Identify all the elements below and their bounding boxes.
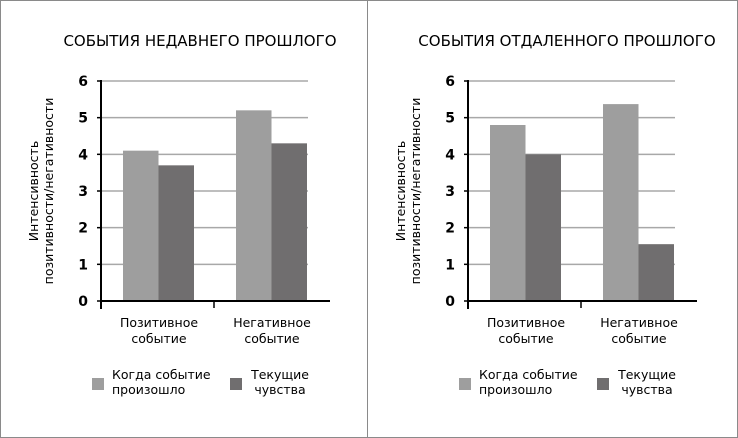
legend-swatch	[459, 378, 471, 390]
bar-when-positive	[123, 150, 159, 301]
y-tick-label: 0	[445, 294, 455, 310]
x-tick-label: Негативное	[600, 315, 678, 330]
x-tick-label: Позитивное	[120, 315, 198, 330]
y-axis-label-line: позитивности/негативности	[408, 98, 423, 285]
y-tick-label: 6	[78, 74, 88, 90]
legend-swatch	[92, 378, 104, 390]
x-tick-label: событие	[131, 331, 187, 346]
legend-label: Когда событие	[479, 367, 578, 382]
bar-when-positive	[490, 125, 526, 301]
y-tick-label: 1	[445, 257, 455, 273]
y-axis-label-line: позитивности/негативности	[41, 98, 56, 285]
y-tick-label: 4	[445, 147, 455, 163]
y-tick-label: 3	[78, 184, 88, 200]
y-tick-label: 5	[445, 111, 455, 127]
bar-current-negative	[271, 143, 307, 301]
bar-when-negative	[603, 104, 639, 301]
chart-title: СОБЫТИЯ ОТДАЛЕННОГО ПРОШЛОГО	[418, 32, 715, 50]
y-tick-label: 5	[78, 111, 88, 127]
y-tick-label: 4	[78, 147, 88, 163]
y-axis-label-line: Интенсивность	[393, 141, 408, 241]
y-tick-label: 2	[78, 221, 88, 237]
x-tick-label: Позитивное	[487, 315, 565, 330]
legend-label: Текущие	[617, 367, 676, 382]
panel-divider	[367, 0, 368, 438]
x-tick-label: событие	[244, 331, 300, 346]
x-tick-label: событие	[611, 331, 667, 346]
bar-current-positive	[525, 154, 561, 301]
x-tick-label: Негативное	[233, 315, 311, 330]
legend-label: произошло	[112, 382, 185, 397]
x-tick-label: событие	[498, 331, 554, 346]
bar-current-negative	[638, 244, 674, 301]
legend-label: чувства	[621, 382, 672, 397]
legend-label: чувства	[254, 382, 305, 397]
y-axis-label: Интенсивностьпозитивности/негативности	[393, 98, 423, 285]
legend-swatch	[230, 378, 242, 390]
legend-label: Когда событие	[112, 367, 211, 382]
y-tick-label: 6	[445, 74, 455, 90]
bar-when-negative	[236, 110, 272, 301]
y-tick-label: 2	[445, 221, 455, 237]
y-tick-label: 1	[78, 257, 88, 273]
y-tick-label: 3	[445, 184, 455, 200]
chart-title: СОБЫТИЯ НЕДАВНЕГО ПРОШЛОГО	[63, 32, 336, 50]
bar-current-positive	[158, 165, 194, 301]
y-axis-label: Интенсивностьпозитивности/негативности	[26, 98, 56, 285]
legend-label: произошло	[479, 382, 552, 397]
legend-label: Текущие	[250, 367, 309, 382]
y-axis-label-line: Интенсивность	[26, 141, 41, 241]
y-tick-label: 0	[78, 294, 88, 310]
legend-swatch	[597, 378, 609, 390]
